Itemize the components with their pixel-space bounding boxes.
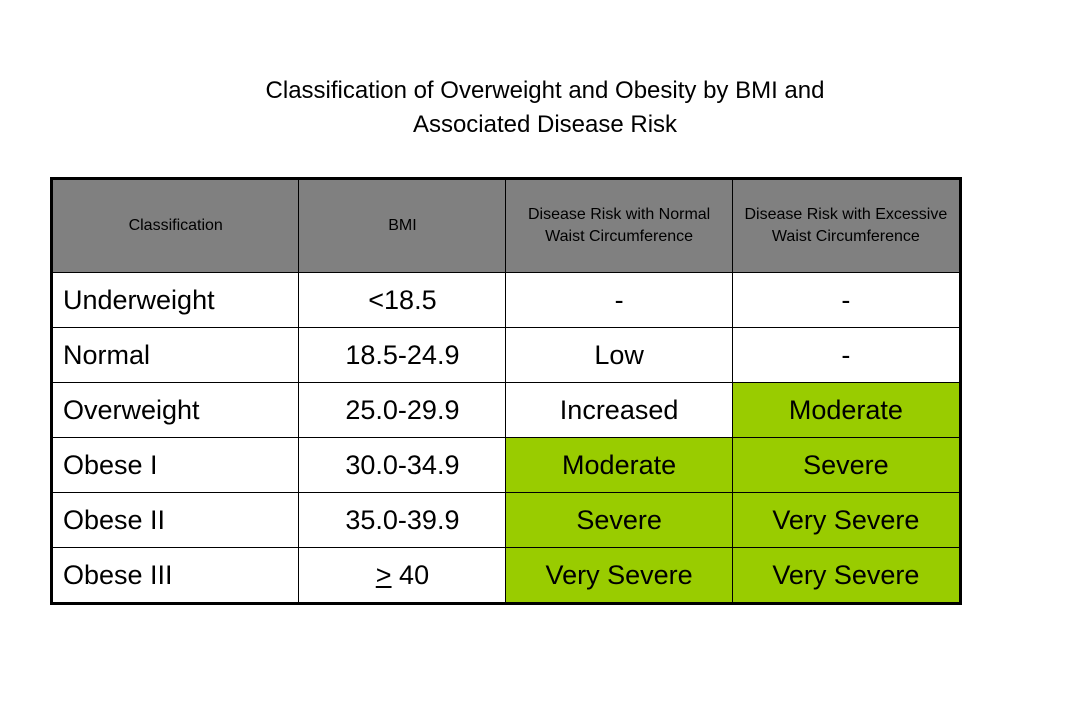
cell-bmi: 25.0-29.9 xyxy=(298,382,507,438)
cell-classification: Underweight xyxy=(50,272,300,328)
cell-risk-normal: Very Severe xyxy=(505,547,733,604)
bmi-classification-table: Classification BMI Disease Risk with Nor… xyxy=(50,177,962,605)
cell-risk-excessive: Very Severe xyxy=(731,547,962,604)
cell-bmi: > 40 xyxy=(298,547,507,604)
header-bmi: BMI xyxy=(298,178,507,273)
cell-risk-excessive: Very Severe xyxy=(731,492,962,548)
cell-risk-excessive: - xyxy=(731,272,962,328)
table-row: Obese I 30.0-34.9 Moderate Severe xyxy=(50,437,962,493)
table-row: Obese III > 40 Very Severe Very Severe xyxy=(50,547,962,604)
cell-risk-normal: - xyxy=(505,272,733,328)
cell-risk-excessive: - xyxy=(731,327,962,383)
table-row: Underweight <18.5 - - xyxy=(50,272,962,328)
cell-risk-excessive: Severe xyxy=(731,437,962,493)
table-row: Overweight 25.0-29.9 Increased Moderate xyxy=(50,382,962,438)
bmi-value: 40 xyxy=(391,559,430,590)
cell-bmi: 18.5-24.9 xyxy=(298,327,507,383)
table-row: Normal 18.5-24.9 Low - xyxy=(50,327,962,383)
cell-classification: Obese II xyxy=(50,492,300,548)
cell-risk-normal: Severe xyxy=(505,492,733,548)
cell-classification: Obese I xyxy=(50,437,300,493)
bmi-symbol-underlined: > xyxy=(375,559,392,590)
cell-bmi: 35.0-39.9 xyxy=(298,492,507,548)
table-header-row: Classification BMI Disease Risk with Nor… xyxy=(50,178,962,273)
header-risk-excessive-waist: Disease Risk with Excessive Waist Circum… xyxy=(731,178,962,273)
cell-classification: Overweight xyxy=(50,382,300,438)
cell-bmi: 30.0-34.9 xyxy=(298,437,507,493)
cell-classification: Obese III xyxy=(50,547,300,604)
cell-risk-normal: Low xyxy=(505,327,733,383)
title-line-1: Classification of Overweight and Obesity… xyxy=(265,77,825,104)
header-classification: Classification xyxy=(50,178,300,273)
cell-classification: Normal xyxy=(50,327,300,383)
cell-bmi: <18.5 xyxy=(298,272,507,328)
slide-title: Classification of Overweight and Obesity… xyxy=(140,74,950,142)
cell-risk-normal: Increased xyxy=(505,382,733,438)
table-row: Obese II 35.0-39.9 Severe Very Severe xyxy=(50,492,962,548)
header-risk-normal-waist: Disease Risk with Normal Waist Circumfer… xyxy=(505,178,733,273)
cell-risk-normal: Moderate xyxy=(505,437,733,493)
title-line-2: Associated Disease Risk xyxy=(412,111,678,138)
cell-risk-excessive: Moderate xyxy=(731,382,962,438)
